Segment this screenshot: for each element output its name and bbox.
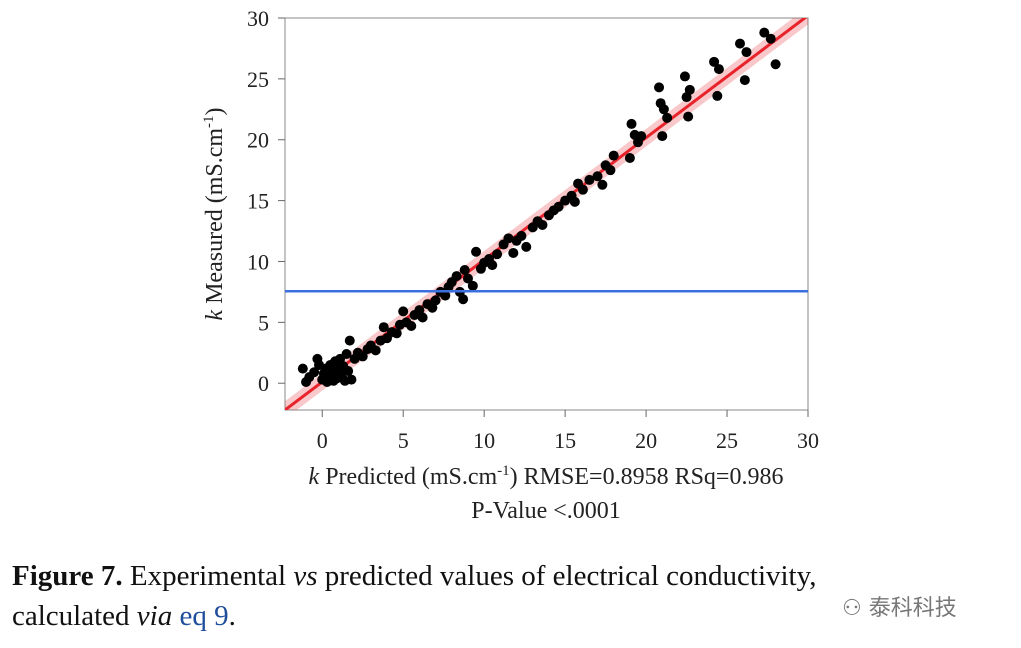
point [624, 153, 635, 163]
point [741, 47, 752, 58]
caption-text: Experimental [122, 560, 294, 592]
point [657, 131, 668, 142]
y-tick-label: 30 [247, 6, 269, 31]
stats: RMSE=0.8958 RSq=0.986 [524, 464, 784, 490]
chart: k Measured (mS.cm-1) k Predicted (mS.cm-… [201, 6, 819, 524]
point [344, 335, 355, 346]
x-tick-label: 30 [797, 428, 819, 453]
point [592, 171, 603, 182]
point [605, 165, 616, 176]
caption-link[interactable]: eq 9 [179, 600, 229, 632]
x-tick-label: 5 [398, 428, 409, 453]
point [492, 249, 503, 260]
point [662, 112, 673, 123]
y-tick-label: 10 [247, 249, 269, 274]
point [759, 27, 770, 38]
point [712, 90, 723, 101]
x-label-italic: k [309, 464, 320, 490]
point [577, 184, 588, 195]
point [597, 179, 608, 190]
y-tick-label: 15 [247, 189, 269, 214]
x-label-text: Predicted (mS.cm [319, 464, 497, 490]
point [734, 38, 745, 49]
caption-text: . [228, 600, 236, 632]
y-tick-label: 20 [247, 128, 269, 153]
point [709, 56, 720, 67]
watermark: ⚇ 泰科科技 [842, 596, 957, 621]
point [309, 367, 320, 378]
point [462, 273, 473, 284]
x-tick-label: 10 [473, 428, 495, 453]
point [658, 104, 669, 115]
x-label-end: ) [510, 464, 518, 490]
point [684, 84, 695, 95]
caption-text: calculated [12, 600, 137, 632]
point [467, 280, 478, 291]
point [636, 131, 647, 142]
watermark-text: 泰科科技 [868, 596, 957, 621]
point [584, 174, 595, 185]
caption-italic: via [136, 600, 173, 632]
caption-italic: vs [293, 560, 318, 592]
caption-text: predicted values of electrical conductiv… [317, 560, 817, 592]
point [713, 64, 724, 75]
x-tick-label: 0 [317, 428, 328, 453]
point [683, 111, 694, 122]
point [569, 196, 580, 207]
caption-label: Figure 7. [12, 560, 123, 592]
point [458, 294, 469, 305]
point [459, 265, 470, 275]
point [654, 82, 665, 93]
point [516, 230, 527, 241]
x-tick-label: 25 [716, 428, 738, 453]
point [770, 59, 781, 70]
point [608, 150, 619, 161]
point [343, 366, 354, 377]
y-tick-label: 5 [258, 310, 269, 335]
point [398, 306, 409, 317]
plot-frame [284, 17, 809, 411]
x-tick-label: 20 [635, 428, 657, 453]
point [537, 219, 548, 230]
point [341, 349, 352, 359]
x-tick-label: 15 [554, 428, 576, 453]
point [430, 295, 441, 306]
point [451, 271, 462, 282]
point [739, 75, 750, 86]
y-tick-label: 0 [258, 371, 269, 396]
y-axis-label: k Measured (mS.cm-1) [201, 107, 228, 320]
point [370, 345, 381, 356]
point [553, 201, 564, 212]
point [487, 260, 498, 271]
y-label-italic: k [202, 310, 228, 321]
point [357, 351, 368, 362]
point [391, 328, 402, 339]
y-label-end: ) [202, 107, 228, 115]
point [471, 246, 482, 257]
point [679, 71, 690, 82]
p-value: P-Value <.0001 [471, 498, 621, 524]
point [378, 322, 389, 333]
caption: Figure 7. Experimental vs predicted valu… [12, 556, 816, 636]
y-tick-label: 25 [247, 67, 269, 92]
point [503, 233, 514, 244]
y-label-text: Measured (mS.cm [202, 128, 228, 310]
x-axis-label: k Predicted (mS.cm-1) RMSE=0.8958 RSq=0.… [309, 463, 784, 490]
point [297, 363, 308, 374]
y-label-sup: -1 [201, 115, 217, 128]
point [508, 247, 519, 258]
x-label-sup: -1 [497, 463, 510, 479]
point [417, 312, 428, 323]
point [406, 321, 417, 331]
point [346, 374, 357, 385]
point [626, 118, 637, 129]
point [440, 290, 451, 301]
point [521, 241, 532, 252]
point [765, 33, 776, 44]
